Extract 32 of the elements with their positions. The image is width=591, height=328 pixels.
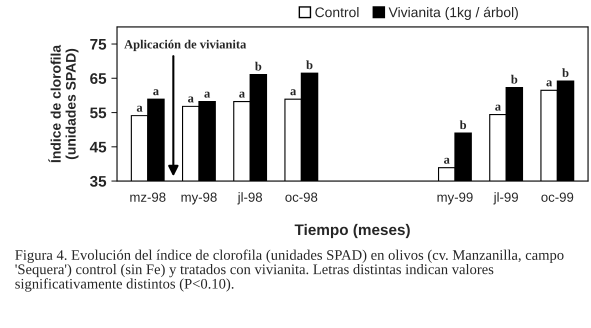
- data-label: a: [188, 96, 194, 102]
- x-tick-label: oc-99: [541, 192, 574, 202]
- data-label: b: [460, 120, 466, 130]
- data-label: a: [204, 92, 210, 98]
- data-label: a: [444, 158, 450, 164]
- legend-label: Vivianita (1kg / árbol): [388, 6, 518, 20]
- text: Figura 4. Evolución del índice de clorofila (unidades SPAD) en olivos (cv. Manzanilla, campo 'Sequera') control (sin Fe) y tratados con vivianita. Letras distintas indican valores significativamente distintos (P<0.10).: [15, 250, 564, 292]
- x-tick-label: jl-98: [237, 192, 262, 204]
- legend-label: Control: [315, 7, 358, 18]
- data-label: b: [306, 60, 312, 70]
- data-label: a: [495, 104, 501, 111]
- x-tick-label: jl-99: [493, 192, 518, 204]
- data-label: a: [239, 92, 245, 98]
- data-label: a: [546, 80, 552, 86]
- y-tick-label: 75: [90, 39, 106, 50]
- x-tick-label: oc-98: [285, 192, 318, 202]
- y-tick-label: 35: [90, 176, 106, 187]
- annotation: Aplicación de vivianita: [124, 40, 246, 52]
- data-label: a: [136, 106, 142, 112]
- y-tick-label: 45: [90, 142, 106, 152]
- data-label: b: [562, 68, 568, 78]
- y-tick-label: 55: [90, 108, 106, 118]
- x-tick-label: my-98: [181, 192, 217, 204]
- y-tick-label: 65: [90, 73, 106, 84]
- x-tick-label: mz-98: [130, 192, 166, 202]
- x-tick-label: my-99: [437, 192, 473, 204]
- data-label: a: [290, 89, 296, 96]
- data-label: a: [153, 89, 159, 96]
- y-axis-title: Índice de clorofila (unidades SPAD): [48, 44, 78, 162]
- data-label: b: [511, 74, 518, 84]
- x-axis-title: Tiempo (meses): [294, 224, 410, 238]
- data-label: b: [255, 62, 262, 71]
